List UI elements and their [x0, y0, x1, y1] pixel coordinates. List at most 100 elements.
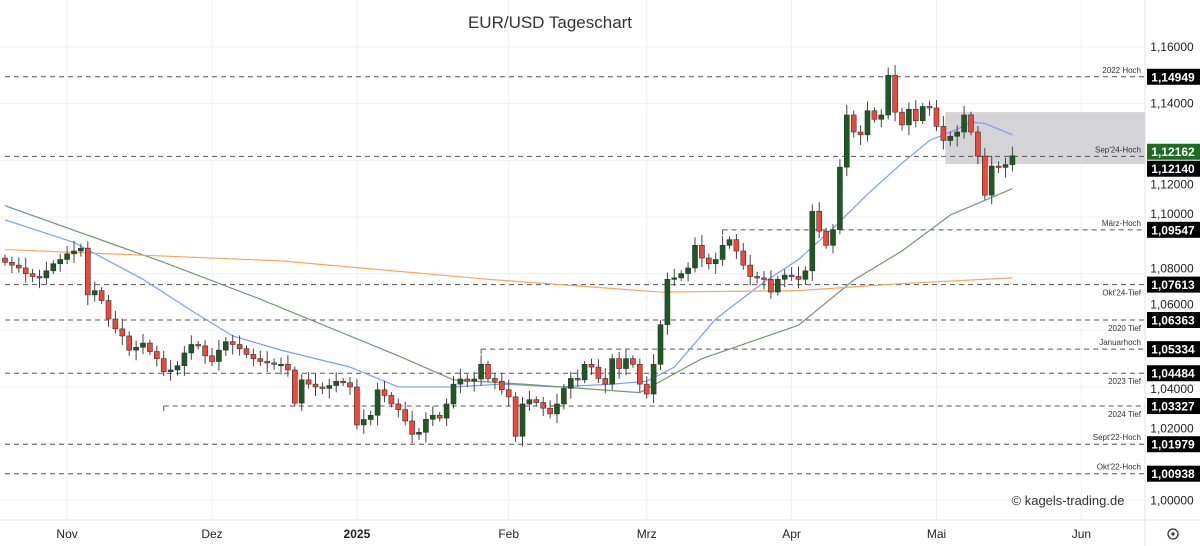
- price-badge: [1147, 365, 1200, 382]
- time-tick-label: Nov: [56, 527, 77, 541]
- candle-body: [2, 257, 8, 263]
- candle: [15, 257, 22, 273]
- candle: [837, 159, 843, 235]
- candle-body: [809, 211, 816, 272]
- candle: [878, 109, 885, 128]
- candle-body: [119, 328, 126, 337]
- candle-body: [188, 344, 195, 354]
- candle-body: [526, 399, 533, 405]
- candle: [50, 260, 57, 275]
- candle-body: [871, 110, 878, 120]
- candle: [43, 261, 50, 285]
- level-label: Januarhoch: [1099, 338, 1141, 347]
- candle: [933, 99, 940, 131]
- candle-body: [705, 257, 712, 265]
- candle-body: [15, 264, 22, 269]
- candle: [505, 379, 512, 406]
- candle-body: [464, 378, 471, 382]
- price-tick-label: 1,04000: [1150, 382, 1194, 396]
- price-tick-label: 1,06000: [1150, 297, 1194, 311]
- candle: [457, 368, 464, 394]
- candle-body: [381, 389, 388, 396]
- candle: [588, 358, 595, 376]
- candle-body: [892, 75, 898, 113]
- candle: [616, 351, 622, 379]
- candle-body: [471, 378, 478, 382]
- level-label: 2024 Tief: [1108, 410, 1142, 419]
- price-tick-label: 1,14000: [1150, 97, 1194, 111]
- candle-body: [223, 341, 229, 351]
- candle: [464, 374, 471, 387]
- price-badge: [1147, 436, 1200, 453]
- candle: [388, 392, 395, 408]
- settings-gear-icon[interactable]: [1167, 528, 1179, 540]
- candle-body: [574, 378, 581, 381]
- level-label: Sept'22-Hoch: [1093, 433, 1141, 442]
- candle: [581, 360, 588, 384]
- price-badge: [1147, 160, 1200, 177]
- candle-body: [899, 111, 905, 126]
- candle: [105, 294, 112, 327]
- candle-body: [402, 409, 409, 422]
- candle: [243, 345, 250, 358]
- candle: [443, 398, 450, 427]
- candle: [1002, 157, 1009, 178]
- candle: [133, 340, 139, 361]
- candle-body: [285, 363, 291, 371]
- level-label: 2022 Hoch: [1102, 66, 1141, 75]
- candle: [2, 254, 8, 266]
- candle-body: [947, 135, 954, 141]
- candle-body: [981, 155, 988, 196]
- price-tick-label: 1,10000: [1150, 207, 1194, 221]
- candle-body: [940, 126, 947, 141]
- candle-body: [367, 414, 374, 420]
- candle: [512, 392, 519, 442]
- candle: [326, 378, 333, 399]
- price-badge: [1147, 276, 1200, 293]
- candle-body: [64, 253, 70, 260]
- candle: [774, 275, 781, 296]
- candle: [712, 252, 719, 274]
- candle-body: [429, 414, 436, 420]
- candle: [699, 235, 705, 268]
- candle: [726, 236, 733, 249]
- candle-body: [595, 366, 602, 379]
- candle: [478, 355, 484, 386]
- candle: [319, 382, 326, 395]
- candle: [899, 107, 905, 131]
- candle: [747, 254, 754, 286]
- candle-body: [181, 352, 188, 367]
- candle: [554, 393, 560, 423]
- candle: [147, 339, 153, 355]
- candle-body: [802, 270, 809, 280]
- candle-body: [685, 267, 691, 274]
- candle-body: [278, 363, 284, 367]
- candle-body: [995, 165, 1002, 168]
- candle: [906, 102, 912, 136]
- candle: [160, 350, 167, 377]
- candle: [209, 347, 215, 366]
- candle: [574, 369, 581, 387]
- candle: [623, 349, 629, 376]
- candle-body: [747, 264, 754, 277]
- price-badge-label: 1,14949: [1151, 70, 1195, 84]
- candle-body: [712, 259, 719, 265]
- candle-body: [547, 407, 553, 415]
- candle-body: [609, 358, 616, 385]
- candle: [975, 126, 981, 165]
- candle: [250, 348, 257, 367]
- candle-body: [347, 382, 353, 388]
- price-badge-label: 1,04484: [1151, 367, 1195, 381]
- candle: [367, 410, 374, 426]
- candle-body: [22, 267, 29, 274]
- candle-body: [395, 403, 402, 410]
- time-tick-label: Jun: [1072, 527, 1091, 541]
- candle: [285, 355, 291, 377]
- candle-body: [112, 318, 119, 330]
- candle: [360, 409, 367, 434]
- price-badge: [1147, 465, 1200, 482]
- candle: [71, 240, 77, 263]
- candle-body: [9, 262, 15, 266]
- candle-body: [98, 290, 105, 301]
- candle-body: [671, 277, 678, 280]
